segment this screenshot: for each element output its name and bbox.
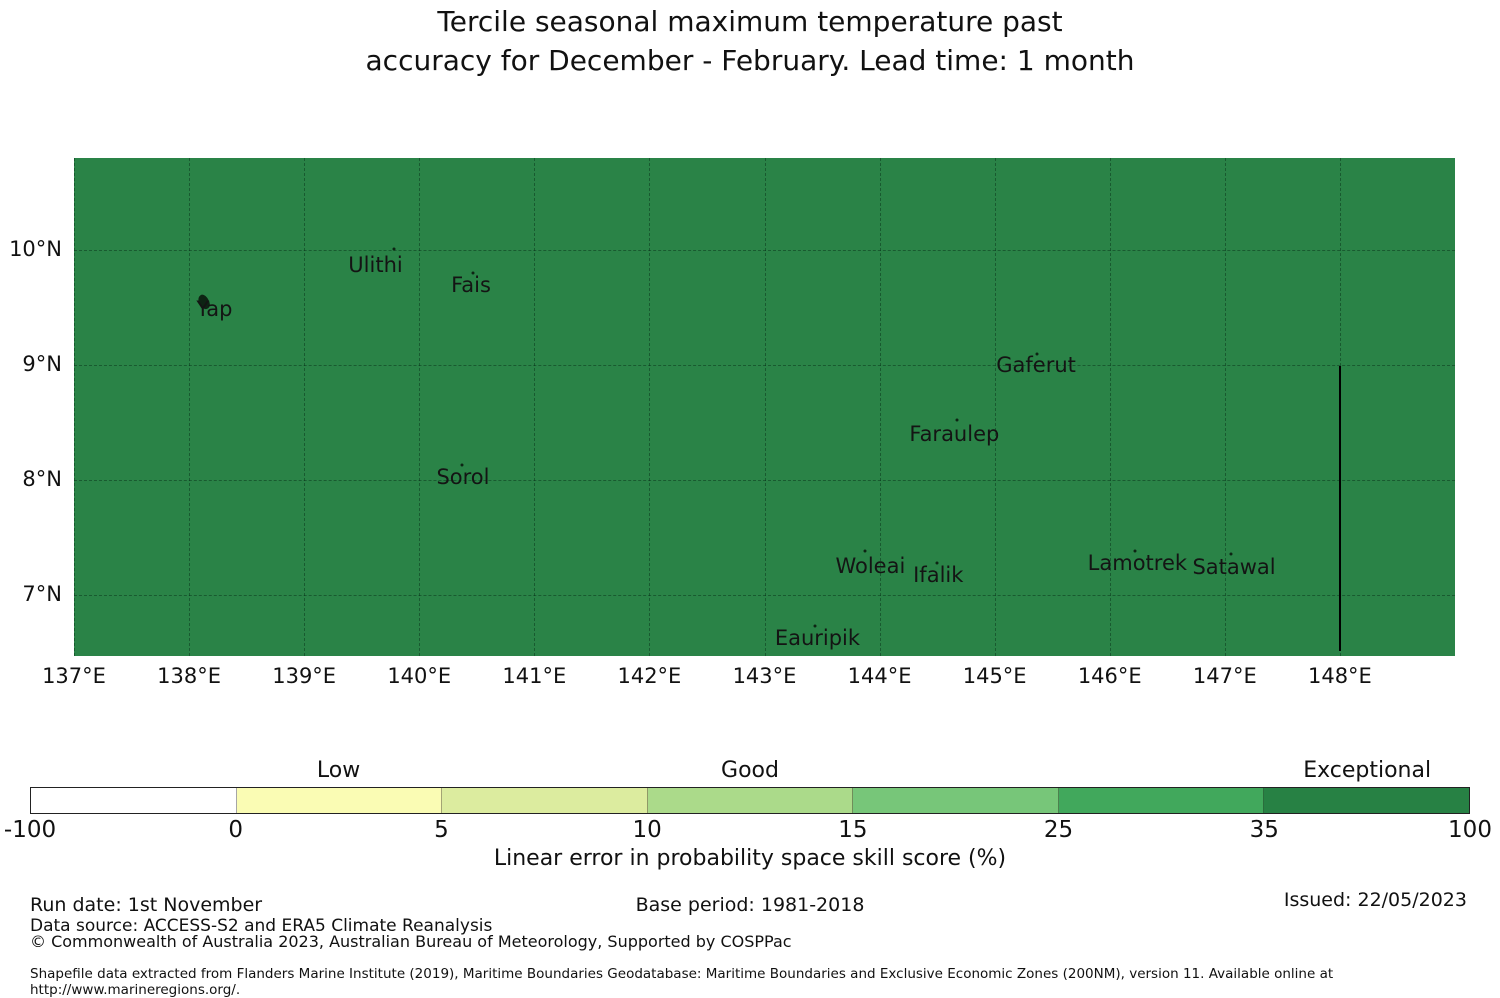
island-label: Lamotrek [1087, 550, 1188, 575]
gridline-horizontal [74, 480, 1455, 482]
map-plot: Yap Ulithi Fais Sorol Gaferut Faraulep Woleai I… [74, 158, 1455, 656]
colorbar [30, 787, 1470, 814]
colorbar-tick-label: -100 [3, 817, 57, 843]
lon-tick-label: 142°E [617, 664, 682, 688]
gridline-vertical [74, 158, 75, 656]
colorbar-axis-label: Linear error in probability space skill … [493, 846, 1007, 871]
lon-tick-label: 146°E [1077, 664, 1142, 688]
island-label: Satawal [1192, 555, 1276, 580]
gridline-vertical [994, 158, 996, 656]
island-marker [460, 463, 464, 467]
lon-tick-label: 147°E [1192, 664, 1257, 688]
figure-title-line1: Tercile seasonal maximum temperature pas… [437, 5, 1063, 38]
colorbar-segment [1264, 788, 1470, 813]
lon-tick-label: 143°E [732, 664, 797, 688]
gridline-horizontal [74, 595, 1455, 597]
island-label: Ifalik [913, 563, 964, 588]
issued-date-text: Issued: 22/05/2023 [1283, 889, 1467, 911]
island-marker [863, 549, 867, 553]
island-marker [1133, 549, 1137, 553]
lon-tick-label: 148°E [1307, 664, 1372, 688]
colorbar-category-label: Good [721, 758, 779, 783]
lat-tick-label: 10°N [9, 237, 62, 261]
gridline-vertical [649, 158, 651, 656]
colorbar-segment [236, 788, 443, 813]
gridline-vertical [419, 158, 421, 656]
figure-title-line2: accuracy for December - February. Lead t… [365, 44, 1135, 77]
colorbar-segment [442, 788, 648, 813]
island-label: Gaferut [996, 353, 1076, 378]
island-label: Ulithi [348, 252, 403, 277]
island-label: Sorol [436, 464, 490, 489]
maritime-boundary-line [1338, 366, 1341, 652]
lon-tick-label: 138°E [157, 664, 221, 688]
colorbar-segment [853, 788, 1059, 813]
gridline-vertical [1109, 158, 1111, 656]
lat-tick-label: 7°N [22, 582, 62, 607]
island-marker [955, 418, 959, 422]
lon-tick-label: 141°E [502, 664, 567, 688]
island-marker [1229, 552, 1233, 556]
gridline-vertical [1224, 158, 1226, 656]
run-date-text: Run date: 1st November [30, 894, 263, 916]
data-source-text: Data source: ACCESS-S2 and ERA5 Climate … [30, 916, 493, 936]
gridline-horizontal [74, 365, 1455, 367]
colorbar-segment [31, 788, 237, 813]
colorbar-category-label: Low [316, 758, 361, 783]
island-marker [1035, 352, 1039, 356]
island-marker [471, 271, 475, 275]
copyright-text: © Commonwealth of Australia 2023, Austra… [30, 932, 792, 951]
island-label: Faraulep [909, 422, 1000, 447]
gridline-vertical [189, 158, 191, 656]
lat-tick-label: 9°N [22, 352, 62, 377]
lat-tick-label: 8°N [22, 467, 62, 492]
island-label: Yap [196, 296, 233, 321]
colorbar-segment [1058, 788, 1265, 813]
island-label: Woleai [835, 554, 906, 579]
colorbar-category-label: Exceptional [1303, 758, 1432, 783]
lon-tick-label: 139°E [272, 664, 337, 688]
island-marker [935, 561, 939, 565]
colorbar-tick-label: 100 [1448, 817, 1492, 843]
colorbar-tick-label: 25 [1043, 817, 1074, 843]
island-label: Fais [451, 272, 491, 297]
figure-title: Tercile seasonal maximum temperature pas… [0, 2, 1500, 80]
lon-tick-label: 140°E [387, 664, 452, 688]
colorbar-segment [647, 788, 854, 813]
lon-tick-label: 144°E [847, 664, 912, 688]
base-period-text: Base period: 1981-2018 [635, 894, 865, 916]
gridline-horizontal [74, 250, 1455, 251]
colorbar-tick-label: 15 [838, 817, 868, 843]
island-marker [392, 247, 396, 251]
shapefile-note-text: Shapefile data extracted from Flanders M… [30, 966, 1334, 998]
island-marker [813, 624, 817, 628]
colorbar-tick-label: 35 [1249, 817, 1279, 843]
colorbar-tick-label: 5 [434, 817, 449, 843]
gridline-vertical [534, 158, 536, 656]
lon-tick-label: 145°E [962, 664, 1027, 688]
colorbar-tick-label: 0 [228, 817, 244, 843]
gridline-vertical [764, 158, 766, 656]
gridline-vertical [304, 158, 306, 656]
lon-tick-label: 137°E [42, 664, 106, 688]
colorbar-tick-label: 10 [632, 817, 662, 843]
island-label: Eauripik [774, 625, 861, 650]
gridline-vertical [879, 158, 881, 656]
